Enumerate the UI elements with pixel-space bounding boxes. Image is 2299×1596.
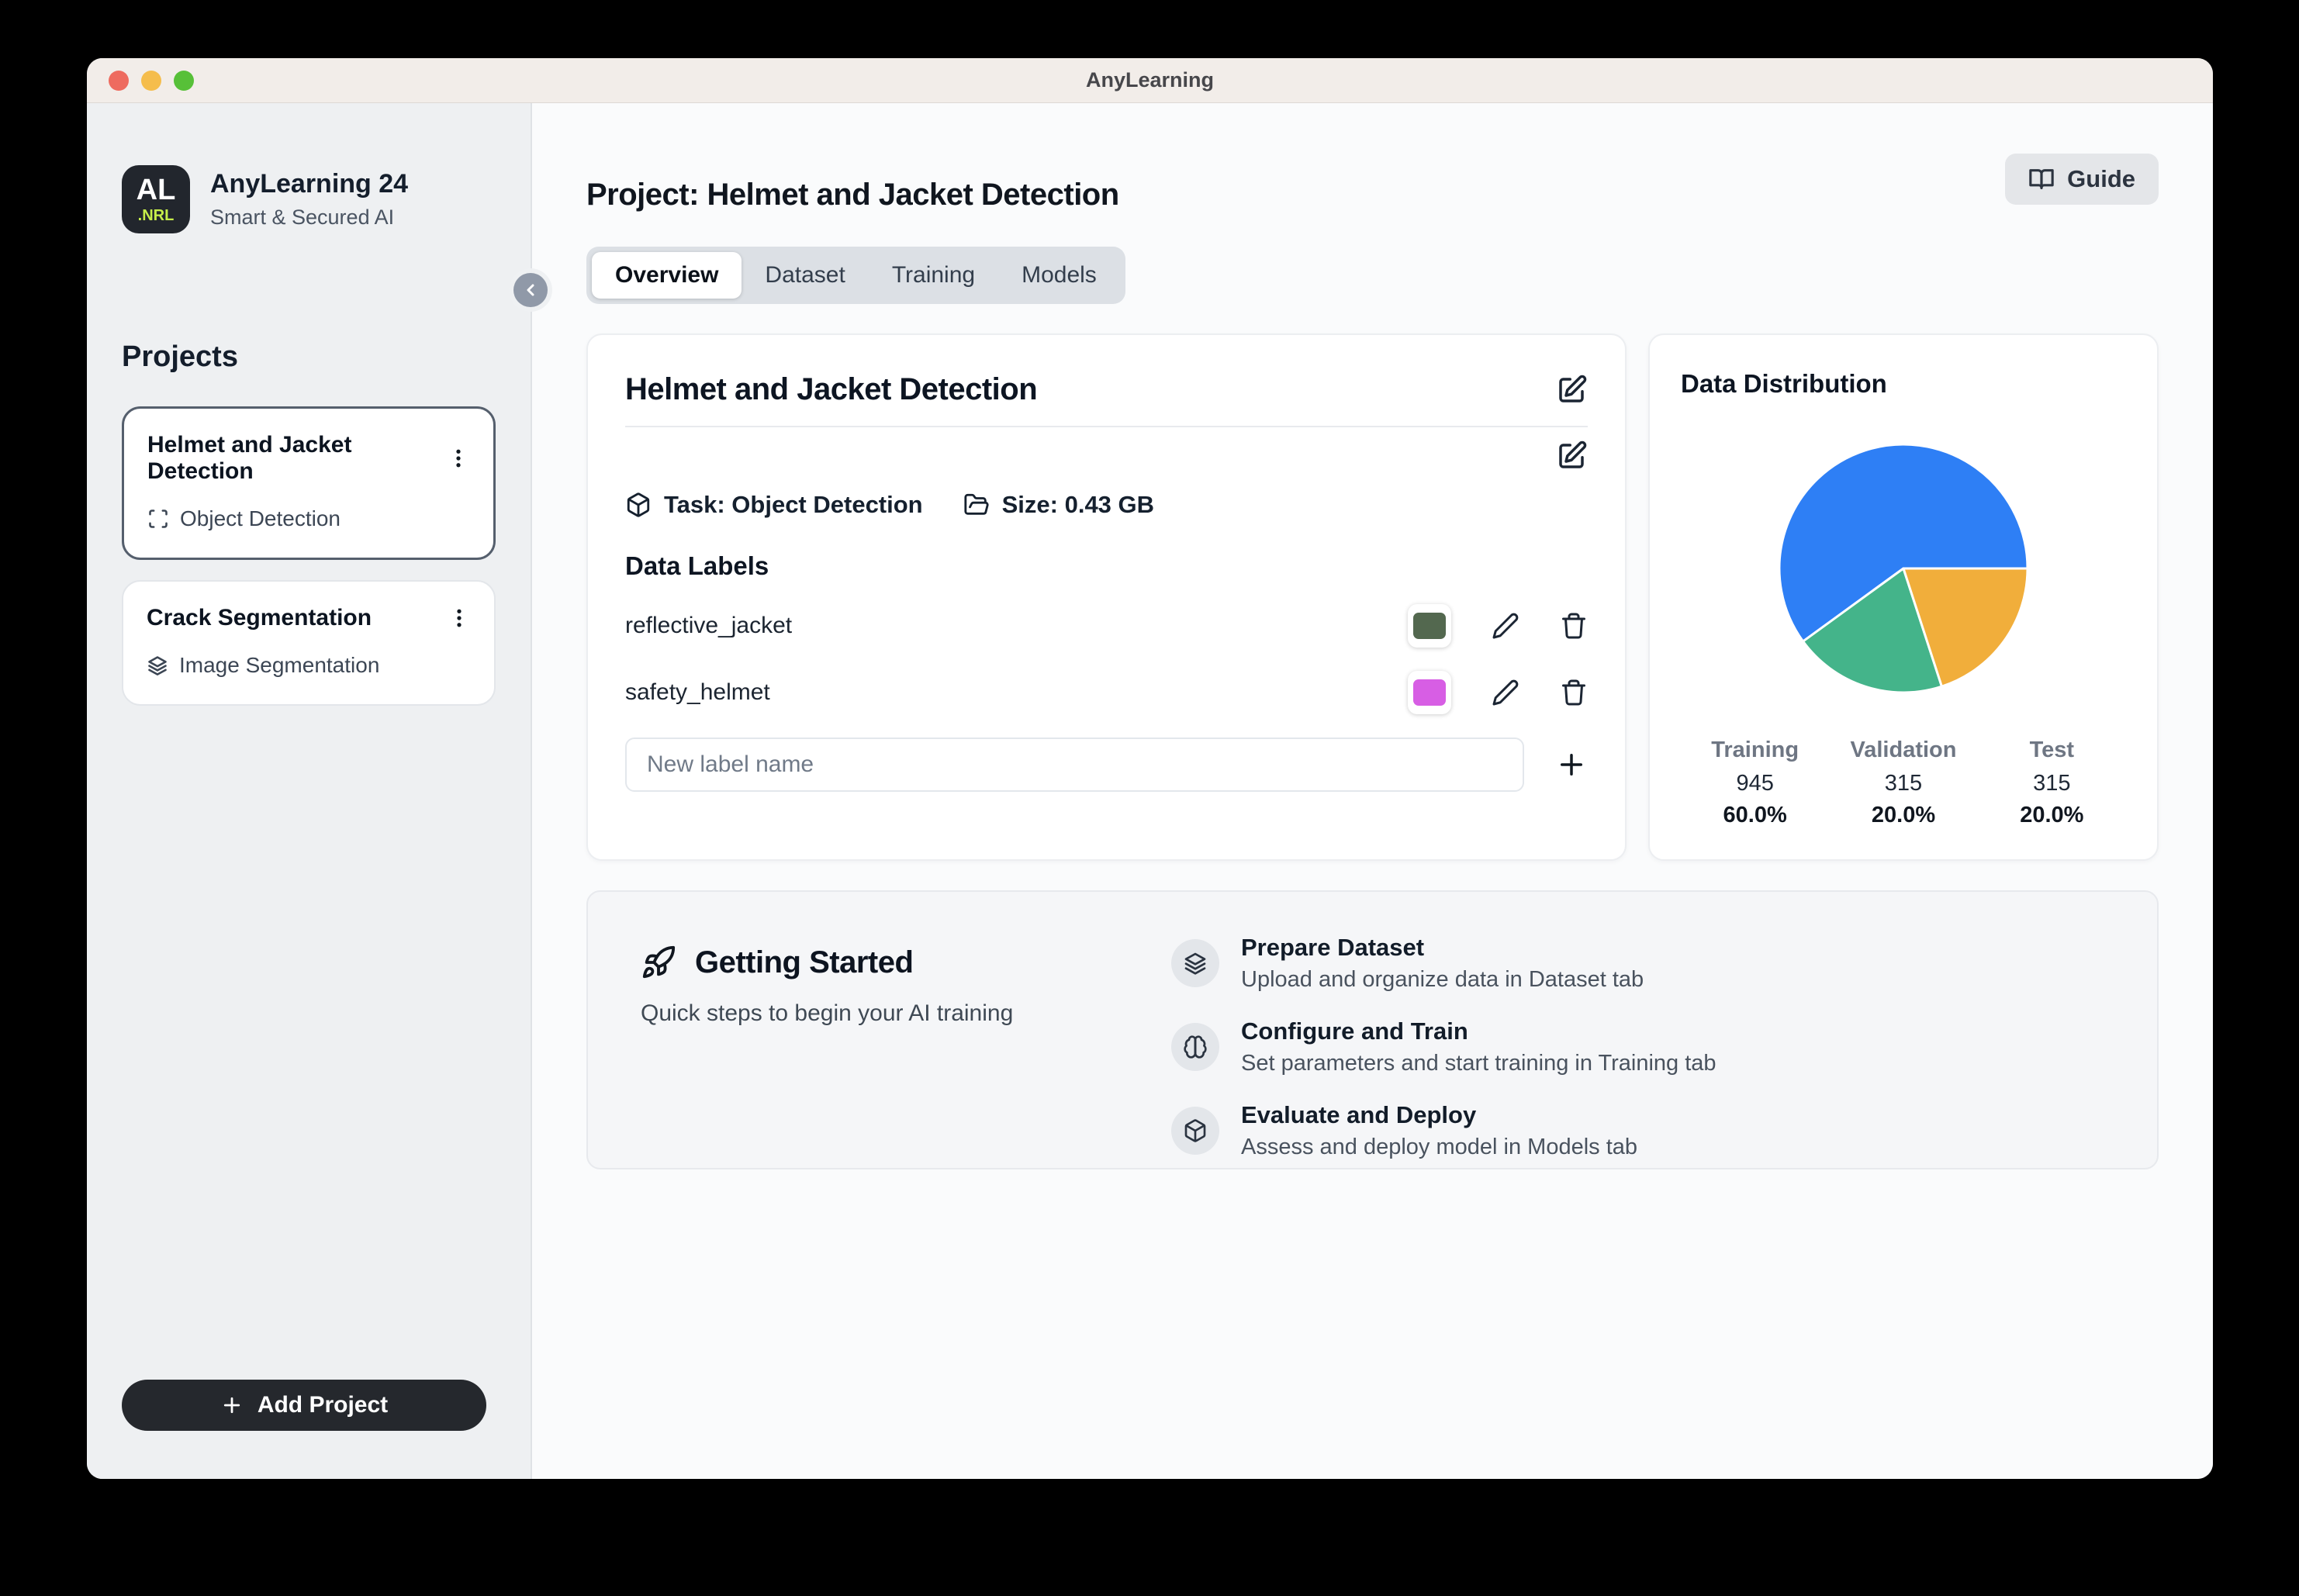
layers-icon	[147, 655, 168, 676]
brain-icon	[1171, 1023, 1219, 1071]
sidebar: AL .NRL AnyLearning 24 Smart & Secured A…	[87, 103, 532, 1479]
delete-label-button[interactable]	[1560, 612, 1588, 640]
app-subtitle: Smart & Secured AI	[210, 206, 395, 229]
minimize-window-button[interactable]	[141, 70, 161, 91]
data-distribution-card: Data Distribution Training 945 60.0% Val…	[1648, 333, 2159, 861]
layers-icon	[1171, 939, 1219, 987]
color-swatch	[1413, 613, 1446, 639]
kebab-menu-icon	[447, 447, 470, 470]
label-name: reflective_jacket	[625, 613, 793, 638]
plus-icon	[1555, 748, 1588, 781]
projects-heading: Projects	[122, 340, 238, 373]
step-evaluate-and-deploy: Evaluate and Deploy Assess and deploy mo…	[1171, 1101, 2120, 1160]
book-open-icon	[2028, 166, 2055, 192]
cube-icon	[1171, 1107, 1219, 1155]
zoom-window-button[interactable]	[174, 70, 194, 91]
project-type: Image Segmentation	[179, 653, 380, 677]
color-swatch	[1413, 679, 1446, 706]
project-detail-title: Helmet and Jacket Detection	[625, 372, 1038, 406]
window-title: AnyLearning	[1085, 68, 1215, 92]
close-window-button[interactable]	[109, 70, 129, 91]
getting-started-subtitle: Quick steps to begin your AI training	[641, 1000, 1014, 1026]
label-color-swatch[interactable]	[1408, 671, 1451, 714]
add-project-button[interactable]: Add Project	[122, 1380, 486, 1431]
project-name: Crack Segmentation	[147, 605, 372, 630]
rocket-icon	[641, 945, 676, 980]
data-distribution-pie-chart	[1778, 443, 2029, 693]
edit-pencil-square-icon	[1555, 374, 1588, 406]
stat-training: Training 945 60.0%	[1711, 738, 1799, 827]
trash-icon	[1560, 612, 1588, 640]
step-configure-and-train: Configure and Train Set parameters and s…	[1171, 1017, 2120, 1076]
edit-label-button[interactable]	[1492, 679, 1519, 706]
label-row-reflective-jacket: reflective_jacket	[625, 604, 1588, 648]
edit-pencil-square-icon	[1555, 440, 1588, 472]
app-brand: AL .NRL AnyLearning 24 Smart & Secured A…	[122, 165, 496, 233]
plus-icon	[220, 1394, 244, 1417]
logo-subtext: .NRL	[137, 207, 175, 224]
scan-frame-icon	[147, 508, 169, 530]
task-label: Task: Object Detection	[664, 491, 923, 518]
stat-validation: Validation 315 20.0%	[1850, 738, 1957, 827]
folder-open-icon	[963, 492, 990, 518]
edit-title-button[interactable]	[1555, 374, 1588, 406]
pencil-icon	[1492, 612, 1519, 640]
page-title: Project: Helmet and Jacket Detection	[586, 178, 1119, 212]
kebab-menu-icon	[448, 606, 471, 630]
project-card-crack-segmentation[interactable]: Crack Segmentation Image Segmentation	[122, 580, 496, 706]
tab-models[interactable]: Models	[1022, 262, 1097, 288]
edit-label-button[interactable]	[1492, 612, 1519, 640]
label-color-swatch[interactable]	[1408, 604, 1451, 648]
traffic-lights	[109, 58, 194, 102]
project-card-helmet-and-jacket-detection[interactable]: Helmet and Jacket Detection Object Detec…	[122, 406, 496, 560]
size-meta: Size: 0.43 GB	[963, 491, 1154, 519]
add-label-button[interactable]	[1555, 748, 1588, 781]
project-detail-card: Helmet and Jacket Detection	[586, 333, 1627, 861]
app-name: AnyLearning 24	[210, 169, 409, 199]
project-type: Object Detection	[180, 506, 341, 530]
getting-started-card: Getting Started Quick steps to begin you…	[586, 890, 2159, 1169]
task-meta: Task: Object Detection	[625, 491, 923, 519]
titlebar: AnyLearning	[87, 58, 2213, 103]
tab-dataset[interactable]: Dataset	[765, 262, 845, 288]
getting-started-title: Getting Started	[695, 945, 914, 979]
collapse-sidebar-button[interactable]	[513, 273, 548, 307]
project-menu-button[interactable]	[447, 447, 470, 470]
divider	[625, 426, 1588, 427]
cube-icon	[625, 492, 652, 518]
delete-label-button[interactable]	[1560, 679, 1588, 706]
data-labels-heading: Data Labels	[625, 551, 769, 580]
size-label: Size: 0.43 GB	[1001, 491, 1155, 518]
pencil-icon	[1492, 679, 1519, 706]
distribution-stats: Training 945 60.0% Validation 315 20.0% …	[1681, 738, 2126, 828]
chevron-left-icon	[521, 281, 540, 299]
guide-button[interactable]: Guide	[2005, 154, 2159, 205]
label-name: safety_helmet	[625, 679, 770, 705]
data-distribution-title: Data Distribution	[1681, 369, 1887, 398]
step-prepare-dataset: Prepare Dataset Upload and organize data…	[1171, 934, 2120, 993]
label-row-safety-helmet: safety_helmet	[625, 671, 1588, 714]
tab-training[interactable]: Training	[891, 262, 976, 288]
app-logo: AL .NRL	[122, 165, 190, 233]
project-name: Helmet and Jacket Detection	[147, 432, 352, 484]
trash-icon	[1560, 679, 1588, 706]
edit-description-button[interactable]	[1555, 440, 1588, 472]
logo-text: AL	[136, 174, 176, 206]
new-label-input[interactable]	[625, 738, 1524, 792]
project-menu-button[interactable]	[448, 606, 471, 630]
main-content: Project: Helmet and Jacket Detection Gui…	[532, 103, 2213, 1479]
tab-overview[interactable]: Overview	[592, 252, 742, 299]
project-list: Helmet and Jacket Detection Object Detec…	[122, 406, 496, 706]
tab-bar: Overview Dataset Training Models	[586, 247, 1125, 304]
app-window: AnyLearning AL .NRL AnyLearning 24 Smart…	[87, 58, 2213, 1479]
stat-test: Test 315 20.0%	[2020, 738, 2084, 827]
